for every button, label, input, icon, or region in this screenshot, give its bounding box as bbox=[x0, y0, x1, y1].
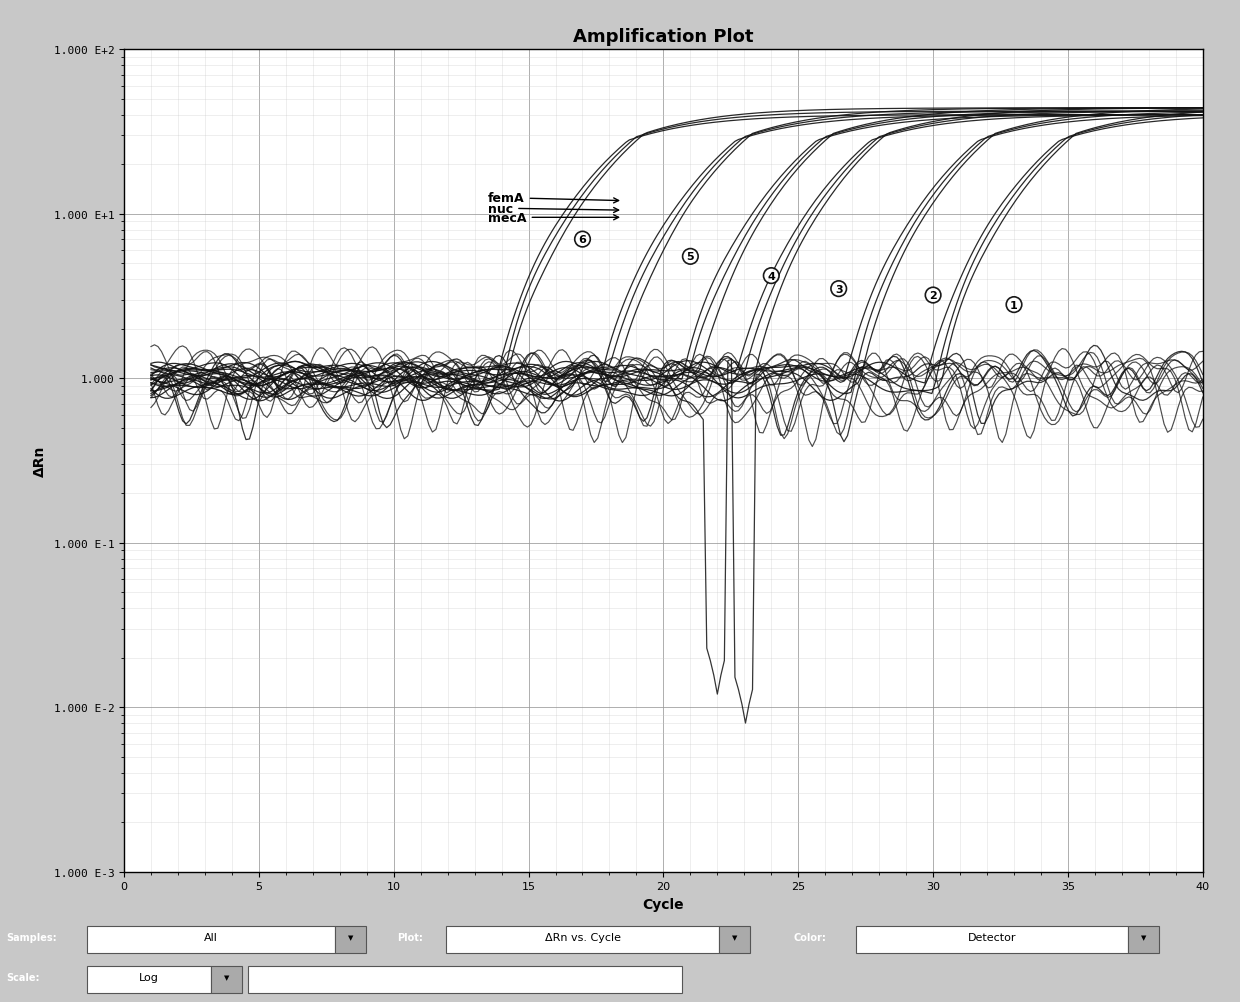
FancyBboxPatch shape bbox=[87, 966, 211, 993]
Text: 5: 5 bbox=[687, 253, 694, 263]
FancyBboxPatch shape bbox=[856, 926, 1128, 953]
Text: ▼: ▼ bbox=[347, 934, 353, 940]
Text: ▼: ▼ bbox=[223, 974, 229, 980]
Text: ▼: ▼ bbox=[1141, 934, 1147, 940]
Text: Samples:: Samples: bbox=[6, 932, 57, 942]
Text: 6: 6 bbox=[579, 234, 587, 244]
Text: ΔRn vs. Cycle: ΔRn vs. Cycle bbox=[544, 932, 621, 942]
Y-axis label: ΔRn: ΔRn bbox=[32, 445, 47, 477]
Text: ▼: ▼ bbox=[732, 934, 738, 940]
Text: 3: 3 bbox=[835, 285, 842, 295]
FancyBboxPatch shape bbox=[211, 966, 242, 993]
FancyBboxPatch shape bbox=[719, 926, 750, 953]
Text: 1: 1 bbox=[1011, 301, 1018, 311]
Text: nuc: nuc bbox=[489, 202, 619, 215]
FancyBboxPatch shape bbox=[87, 926, 335, 953]
Text: Detector: Detector bbox=[967, 932, 1017, 942]
FancyBboxPatch shape bbox=[1128, 926, 1159, 953]
Title: Amplification Plot: Amplification Plot bbox=[573, 28, 754, 46]
FancyBboxPatch shape bbox=[446, 926, 719, 953]
Text: All: All bbox=[203, 932, 218, 942]
Text: 2: 2 bbox=[929, 291, 937, 301]
X-axis label: Cycle: Cycle bbox=[642, 897, 684, 911]
Text: 4: 4 bbox=[768, 272, 775, 282]
Text: Color:: Color: bbox=[794, 932, 827, 942]
FancyBboxPatch shape bbox=[248, 966, 682, 993]
Text: Scale:: Scale: bbox=[6, 972, 40, 982]
Text: Plot:: Plot: bbox=[397, 932, 423, 942]
FancyBboxPatch shape bbox=[335, 926, 366, 953]
Text: femA: femA bbox=[489, 192, 619, 205]
Text: Log: Log bbox=[139, 972, 159, 982]
Text: mecA: mecA bbox=[489, 211, 619, 224]
